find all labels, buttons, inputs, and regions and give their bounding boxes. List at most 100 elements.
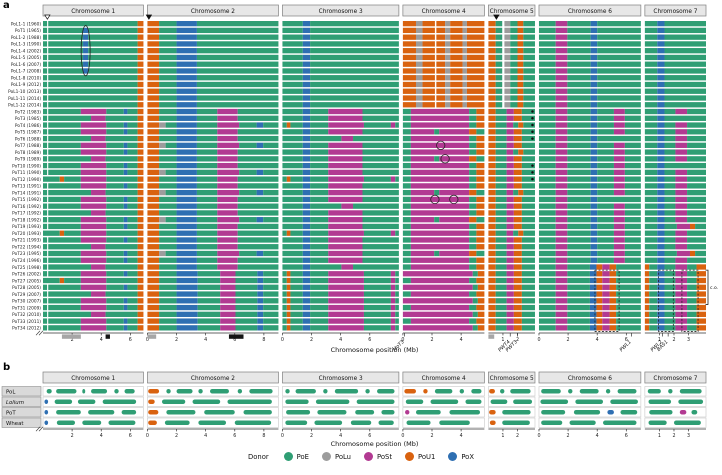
- segment-PoSt: [217, 115, 238, 121]
- segment-PoU1: [469, 156, 477, 162]
- segment-PoE: [159, 196, 177, 203]
- segment-PoE: [282, 237, 303, 243]
- segment-PoE: [687, 135, 706, 142]
- segment-PoSt: [506, 162, 514, 169]
- segment-PoE: [664, 325, 676, 331]
- row-label: PoL1-12 (2014): [8, 103, 41, 109]
- segment-PoE: [495, 102, 503, 108]
- segment-PoE: [165, 217, 177, 223]
- segment-PoE: [159, 162, 177, 169]
- segment-PoE: [159, 318, 177, 324]
- segment-PoX: [302, 196, 311, 203]
- segment-PoX: [590, 41, 598, 47]
- panel-b-segment-PoE: [334, 388, 359, 394]
- segment-PoSt: [555, 149, 568, 155]
- segment-PoU1: [147, 149, 160, 155]
- segment-PoX: [590, 210, 598, 216]
- segment-PoE: [197, 271, 221, 277]
- segment-PoU1: [137, 196, 144, 203]
- segment-PoE: [43, 304, 48, 311]
- segment-PoE: [197, 304, 221, 311]
- segment-PoLu: [159, 142, 166, 148]
- segment-PoE: [624, 237, 641, 243]
- segment-PoE: [567, 257, 591, 263]
- segment-PoE: [282, 257, 303, 263]
- panel-b-segment-PoE: [415, 409, 441, 415]
- segment-PoU1: [466, 41, 485, 47]
- segment-PoSt: [506, 325, 514, 331]
- segment-PoE: [165, 142, 177, 148]
- segment-PoSt: [555, 34, 568, 40]
- segment-PoU1: [689, 223, 696, 230]
- segment-PoLu: [445, 61, 451, 67]
- segment-PoU1: [476, 223, 485, 230]
- segment-PoE: [159, 277, 177, 284]
- segment-PoE: [197, 291, 221, 297]
- segment-PoE: [538, 250, 556, 257]
- segment-PoU1: [147, 135, 160, 142]
- segment-PoE: [196, 21, 279, 27]
- segment-PoU1: [286, 230, 291, 236]
- segment-PoU1: [137, 135, 144, 142]
- segment-PoE: [282, 298, 287, 304]
- segment-PoX: [657, 95, 665, 101]
- segment-PoE: [237, 257, 279, 263]
- segment-PoE: [644, 135, 658, 142]
- segment-PoX: [176, 21, 197, 27]
- segment-PoU1: [147, 34, 160, 40]
- segment-PoE: [476, 217, 485, 223]
- segment-PoU1: [137, 223, 144, 230]
- segment-PoE: [43, 156, 48, 162]
- segment-PoE: [43, 88, 48, 94]
- panel-b-segment-PoE: [579, 388, 599, 394]
- segment-PoSt: [402, 284, 473, 290]
- segment-PoU1: [402, 102, 416, 108]
- segment-PoE: [495, 156, 507, 162]
- segment-PoX: [590, 81, 598, 88]
- axis-tick-label: 0: [537, 337, 540, 343]
- segment-PoSt: [555, 81, 568, 88]
- segment-PoE: [48, 135, 92, 142]
- segment-PoU1: [696, 298, 706, 304]
- axis-tick-label: 0: [401, 337, 404, 343]
- segment-PoE: [362, 223, 399, 230]
- segment-PoE: [105, 264, 138, 270]
- segment-PoX: [176, 196, 197, 203]
- segment-PoE: [664, 142, 676, 148]
- segment-PoE: [43, 54, 48, 61]
- segment-PoE: [43, 325, 48, 331]
- segment-PoE: [538, 48, 556, 54]
- segment-PoSt: [555, 183, 568, 189]
- segment-PoX: [590, 203, 598, 209]
- segment-PoE: [567, 27, 591, 34]
- chromosome-header-label: Chromosome 2: [191, 376, 235, 382]
- segment-PoE: [510, 27, 518, 34]
- segment-PoE: [567, 88, 591, 94]
- segment-PoLu: [415, 48, 423, 54]
- segment-PoE: [43, 169, 48, 176]
- segment-PoE: [495, 142, 507, 148]
- segment-PoE: [362, 169, 399, 176]
- chromosome-header-label: Chromosome 6: [568, 9, 612, 15]
- segment-PoE: [353, 203, 399, 209]
- segment-PoLu: [159, 190, 166, 196]
- segment-PoE: [523, 41, 535, 47]
- segment-PoE: [263, 217, 279, 223]
- segment-PoU1: [286, 277, 291, 284]
- segment-PoE: [687, 203, 706, 209]
- segment-PoSt: [613, 115, 625, 121]
- segment-PoSt: [328, 325, 364, 331]
- panel-b-segment-PoE: [569, 420, 596, 426]
- segment-PoE: [644, 21, 658, 27]
- segment-PoLu: [445, 34, 451, 40]
- segment-PoE: [282, 230, 287, 236]
- segment-PoSt: [675, 108, 688, 115]
- under-axis-block: [105, 334, 110, 339]
- segment-PoSt: [328, 257, 363, 263]
- segment-PoLu: [445, 81, 451, 88]
- segment-PoSt: [390, 291, 396, 297]
- legend-dot-PoE: [283, 452, 293, 461]
- under-axis-block: [228, 334, 244, 339]
- segment-PoE: [644, 237, 658, 243]
- segment-PoE: [695, 250, 706, 257]
